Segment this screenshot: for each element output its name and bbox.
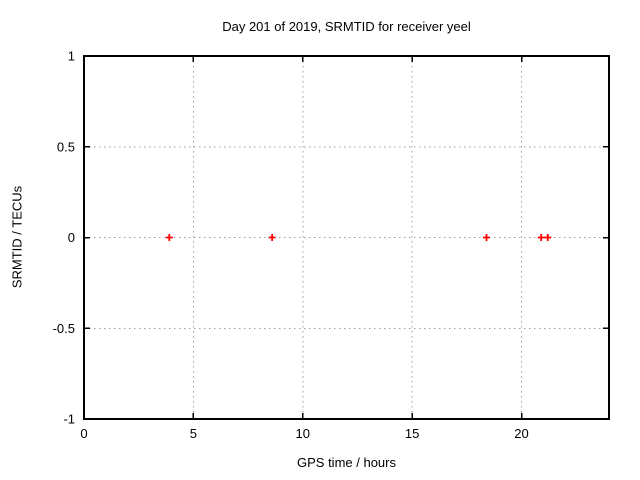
x-tick-label: 20 [514,426,528,441]
y-tick-label: 0 [68,230,75,245]
y-tick-label: 1 [68,49,75,64]
data-point-marker [165,234,173,241]
y-tick-label: 0.5 [57,139,75,154]
plot-border [83,55,610,420]
chart-title: Day 201 of 2019, SRMTID for receiver yee… [222,19,471,34]
x-tick-label: 0 [80,426,87,441]
x-tick-label: 15 [405,426,419,441]
y-tick-label: -1 [63,412,75,427]
x-tick-label: 5 [190,426,197,441]
data-point-marker [544,234,552,241]
data-point-marker [537,234,545,241]
data-point-marker [268,234,276,241]
x-tick-label: 10 [296,426,310,441]
data-point-marker [483,234,490,241]
x-axis-label: GPS time / hours [297,455,396,470]
y-tick-label: -0.5 [53,321,75,336]
